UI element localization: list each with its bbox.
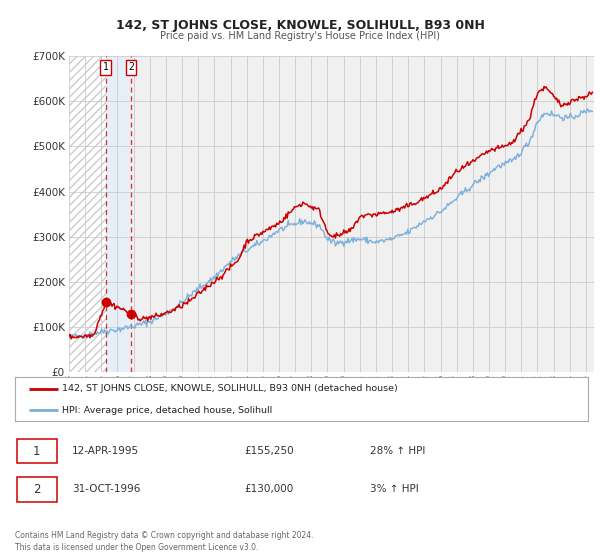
Text: 142, ST JOHNS CLOSE, KNOWLE, SOLIHULL, B93 0NH: 142, ST JOHNS CLOSE, KNOWLE, SOLIHULL, B… [116, 19, 484, 32]
Text: 28% ↑ HPI: 28% ↑ HPI [370, 446, 425, 456]
Text: Price paid vs. HM Land Registry's House Price Index (HPI): Price paid vs. HM Land Registry's House … [160, 31, 440, 41]
Text: 31-OCT-1996: 31-OCT-1996 [73, 484, 140, 494]
FancyBboxPatch shape [17, 477, 57, 502]
Bar [106, 56, 131, 372]
FancyBboxPatch shape [17, 439, 57, 464]
Text: 3% ↑ HPI: 3% ↑ HPI [370, 484, 419, 494]
Text: Contains HM Land Registry data © Crown copyright and database right 2024.
This d: Contains HM Land Registry data © Crown c… [15, 531, 314, 552]
Text: HPI: Average price, detached house, Solihull: HPI: Average price, detached house, Soli… [62, 405, 272, 415]
Text: 142, ST JOHNS CLOSE, KNOWLE, SOLIHULL, B93 0NH (detached house): 142, ST JOHNS CLOSE, KNOWLE, SOLIHULL, B… [62, 384, 398, 393]
Text: 12-APR-1995: 12-APR-1995 [73, 446, 139, 456]
Text: £130,000: £130,000 [244, 484, 293, 494]
Bar [69, 56, 106, 372]
Text: £155,250: £155,250 [244, 446, 294, 456]
Text: 1: 1 [103, 62, 109, 72]
Text: 2: 2 [33, 483, 41, 496]
Text: 1: 1 [33, 445, 41, 458]
Text: 2: 2 [128, 62, 134, 72]
